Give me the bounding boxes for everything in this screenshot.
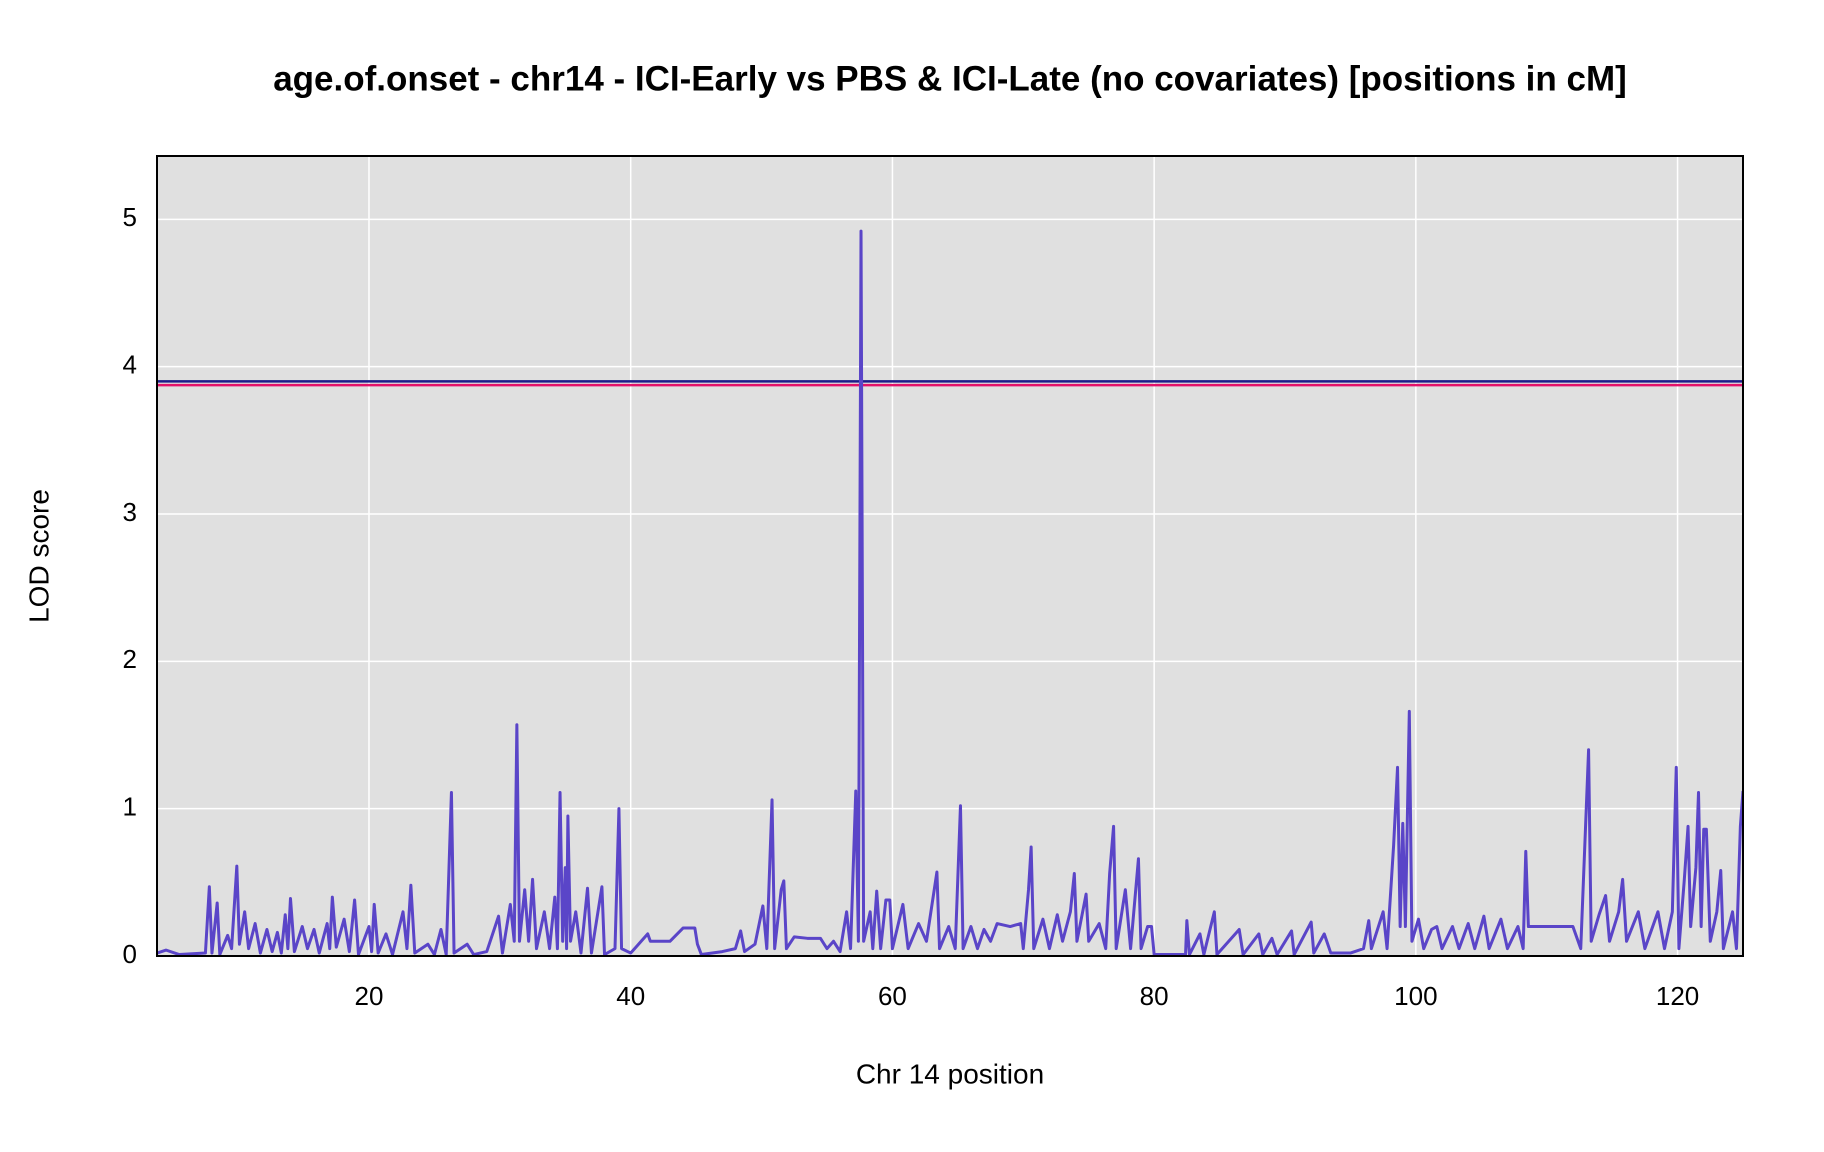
plot-background xyxy=(157,156,1743,956)
y-tick-label: 0 xyxy=(123,939,137,969)
x-tick-label: 20 xyxy=(355,981,384,1011)
x-tick-label: 120 xyxy=(1656,981,1699,1011)
y-tick-label: 3 xyxy=(123,497,137,527)
y-tick-label: 4 xyxy=(123,350,137,380)
y-axis-label: LOD score xyxy=(23,489,54,623)
plot-layer xyxy=(157,229,1743,956)
plot-frame xyxy=(156,155,1744,957)
y-tick-label: 2 xyxy=(123,644,137,674)
y-tick-label: 5 xyxy=(123,202,137,232)
x-tick-label: 60 xyxy=(878,981,907,1011)
x-tick-label: 100 xyxy=(1394,981,1437,1011)
chart-title: age.of.onset - chr14 - ICI-Early vs PBS … xyxy=(273,59,1627,98)
y-tick-label: 1 xyxy=(123,792,137,822)
x-tick-label: 80 xyxy=(1140,981,1169,1011)
x-tick-label: 40 xyxy=(616,981,645,1011)
x-axis-label: Chr 14 position xyxy=(856,1058,1044,1089)
lod-line xyxy=(157,229,1743,956)
